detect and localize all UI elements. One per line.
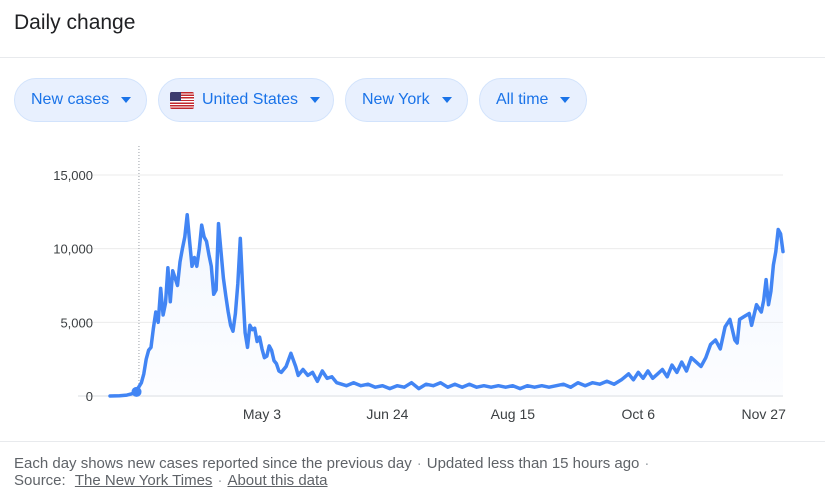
header-divider [0, 57, 825, 58]
series-line [108, 213, 785, 398]
series-area [110, 214, 783, 396]
region-dropdown[interactable]: New York [345, 78, 468, 122]
x-tick-label: Aug 15 [491, 406, 536, 422]
hover-marker [131, 386, 142, 397]
us-flag-icon [170, 91, 194, 109]
page-title: Daily change [14, 11, 136, 34]
daily-change-chart[interactable]: 0 5,000 10,000 15,000 May 3 Jun 24 Aug 15 Oct 6… [0, 140, 825, 430]
country-dropdown[interactable]: United States [158, 78, 334, 122]
footer-line-2: Source: The New York Times · About this da… [14, 472, 328, 489]
source-label: Source: [14, 472, 66, 489]
y-tick-label: 10,000 [53, 242, 93, 257]
updated-text: Updated less than 15 hours ago [426, 455, 640, 472]
chart-footer: Each day shows new cases reported since … [14, 455, 654, 489]
range-label: All time [496, 91, 549, 108]
region-label: New York [362, 91, 430, 108]
x-tick-label: Nov 27 [742, 406, 787, 422]
x-tick-label: Jun 24 [366, 406, 408, 422]
y-tick-label: 15,000 [53, 168, 93, 183]
footer-line-1: Each day shows new cases reported since … [14, 455, 650, 472]
range-dropdown[interactable]: All time [479, 78, 587, 122]
about-data-link[interactable]: About this data [227, 472, 328, 489]
footer-note: Each day shows new cases reported since … [14, 455, 412, 472]
source-link[interactable]: The New York Times [74, 472, 213, 489]
y-tick-label: 0 [86, 389, 93, 404]
caret-down-icon [560, 97, 571, 103]
metric-label: New cases [31, 91, 110, 108]
footer-divider [0, 441, 825, 442]
caret-down-icon [310, 97, 321, 103]
x-tick-label: Oct 6 [622, 406, 656, 422]
x-tick-label: May 3 [243, 406, 281, 422]
caret-down-icon [441, 97, 452, 103]
caret-down-icon [121, 97, 132, 103]
y-tick-label: 5,000 [60, 315, 93, 330]
country-label: United States [202, 91, 299, 108]
metric-dropdown[interactable]: New cases [14, 78, 147, 122]
